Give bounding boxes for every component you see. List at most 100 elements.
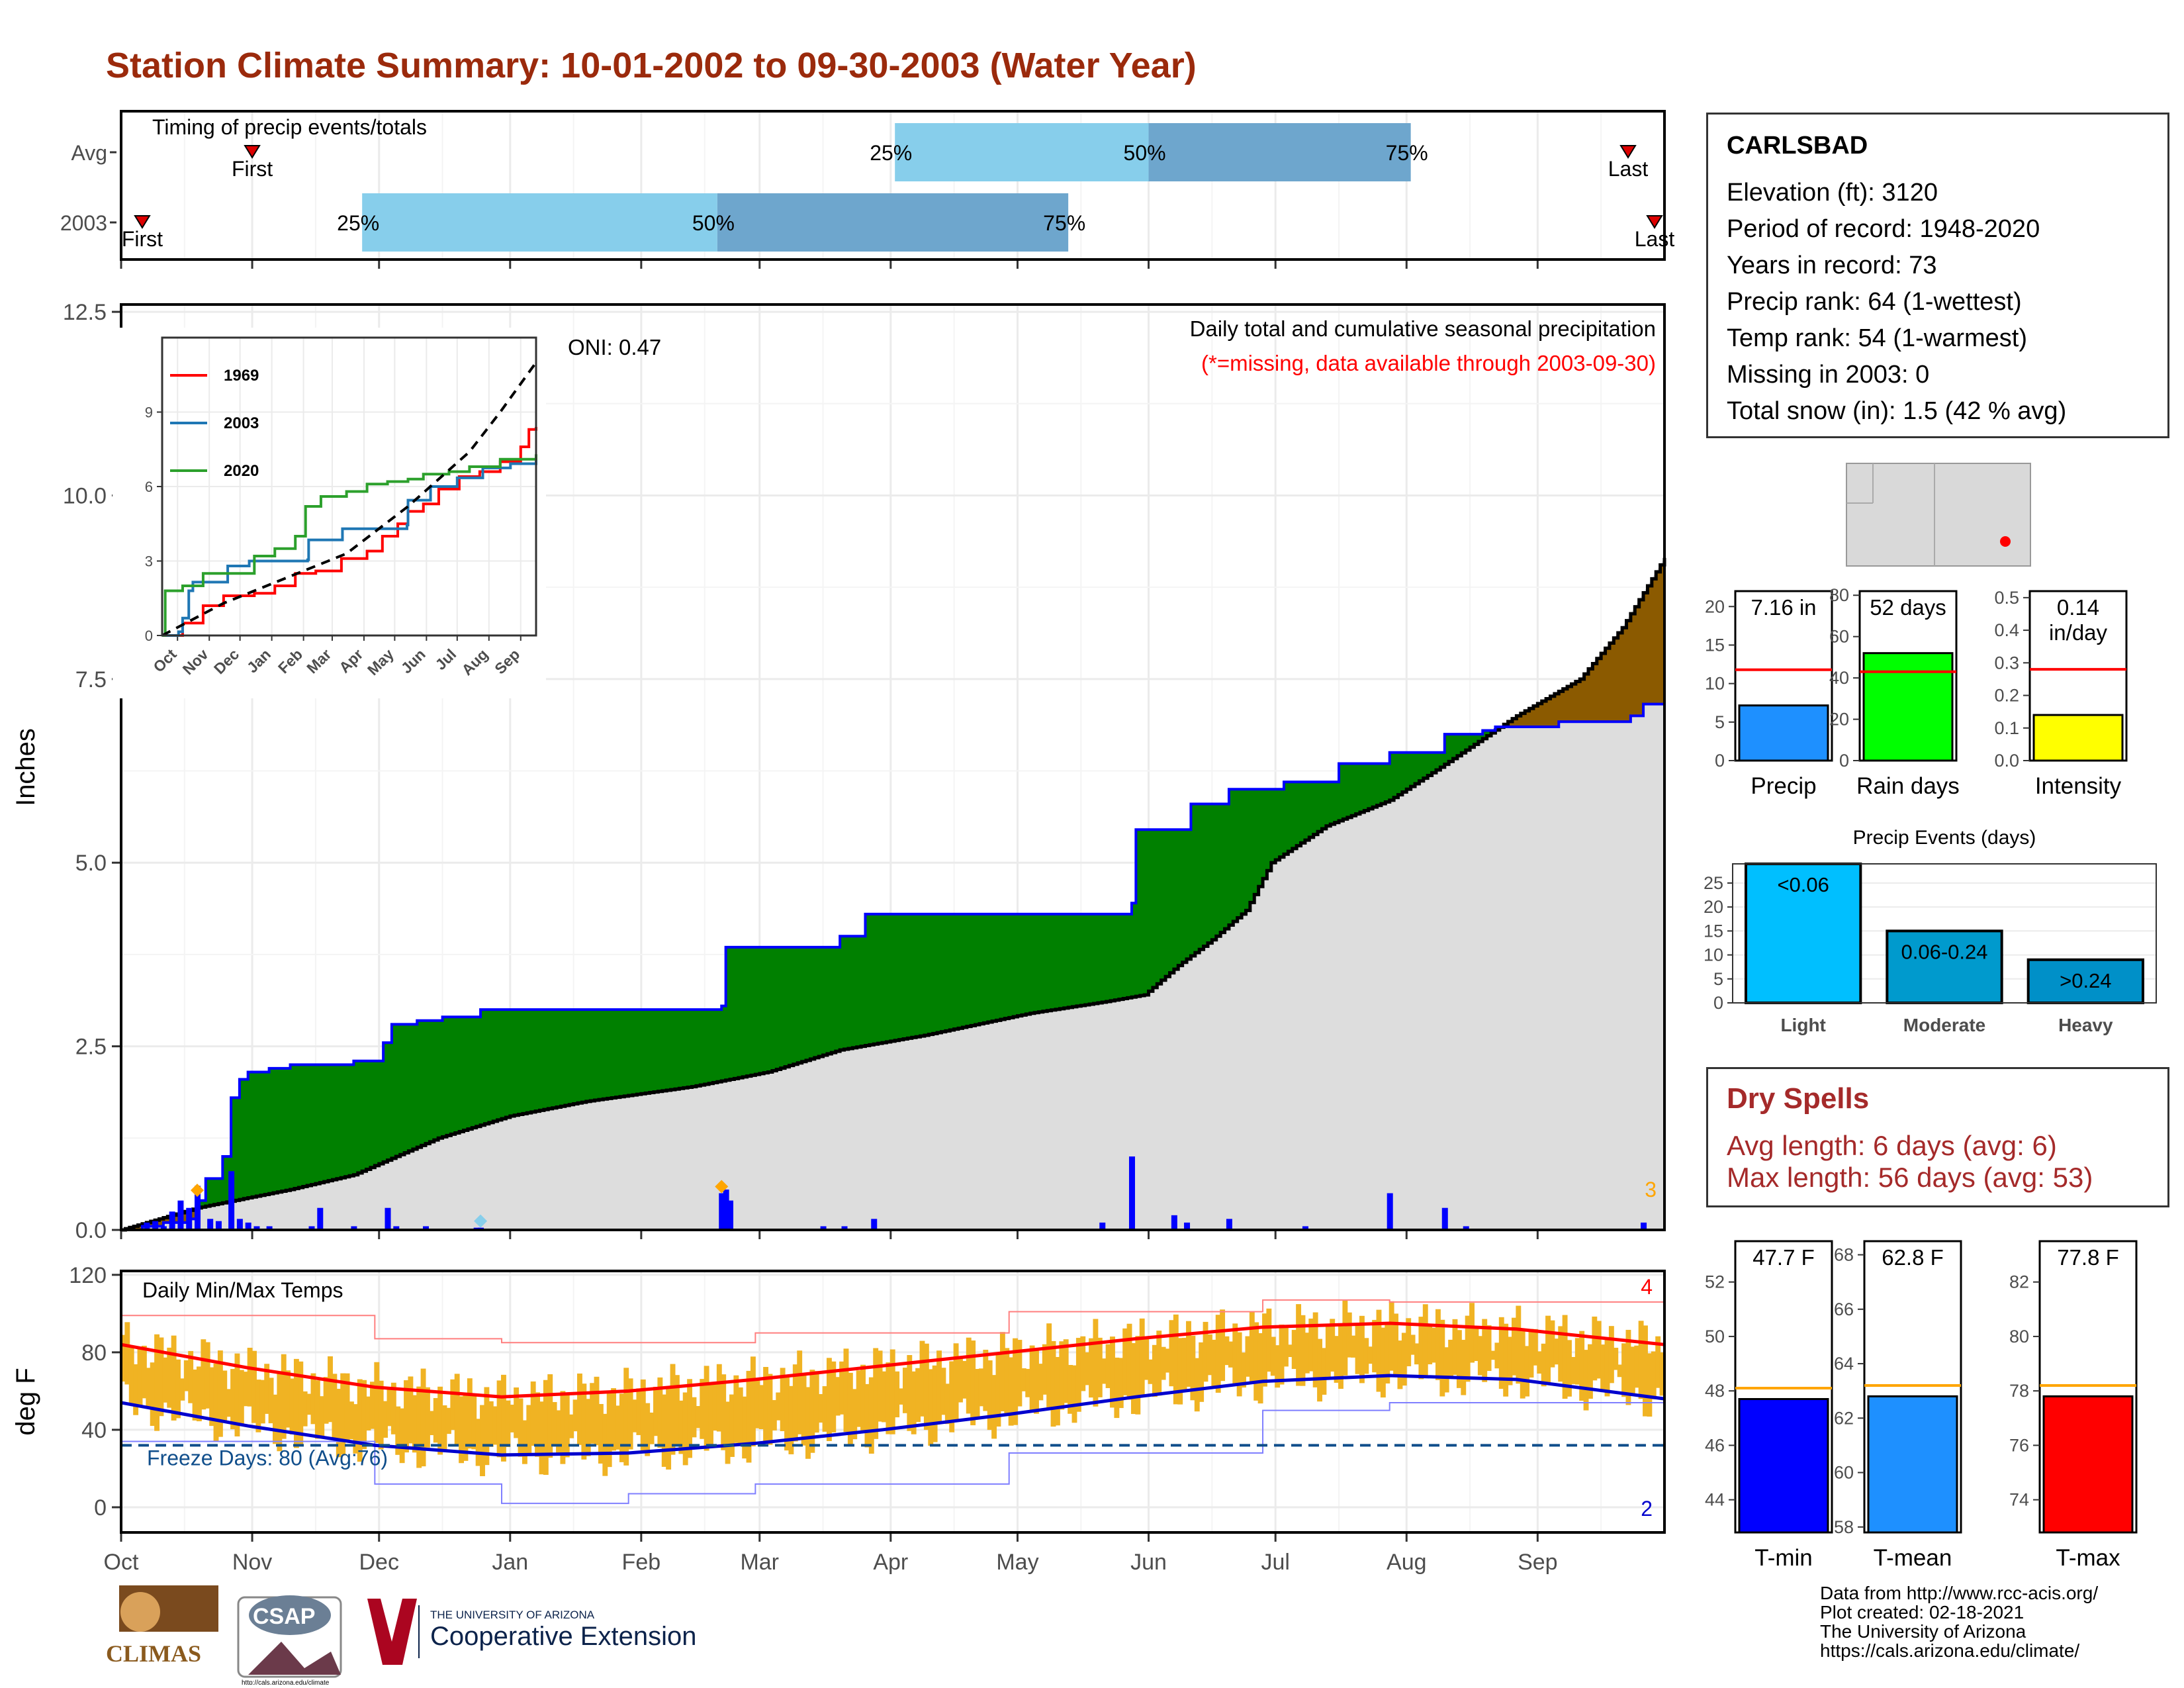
daily-temp-bar: [171, 1335, 177, 1421]
daily-temp-bar: [564, 1395, 570, 1458]
inset-legend-label: 2020: [224, 462, 259, 480]
avg-tmin-line: [120, 1374, 1665, 1457]
daily-temp-bar: [1249, 1311, 1255, 1384]
daily-precip-bar: [144, 1222, 150, 1230]
daily-temp-bar: [1427, 1325, 1433, 1365]
daily-temp-bar: [454, 1374, 460, 1446]
daily-temp-bar: [746, 1370, 752, 1463]
daily-temp-bar: [767, 1374, 773, 1445]
daily-temp-bar: [1549, 1320, 1555, 1368]
dry-spells-panel: Dry Spells Avg length: 6 days (avg: 6) M…: [1706, 1067, 2169, 1207]
events-ytick-label: 20: [1704, 897, 1723, 917]
daily-temp-bar: [1004, 1348, 1010, 1413]
daily-temp-bar: [712, 1384, 718, 1431]
temp-xtick-label: Jan: [492, 1550, 528, 1575]
daily-temp-bar: [273, 1394, 278, 1444]
daily-temp-bar: [547, 1374, 553, 1458]
daily-temp-bar: [1372, 1319, 1378, 1373]
daily-temp-bar: [1122, 1328, 1128, 1395]
oni-label: ONI: 0.47: [568, 335, 661, 359]
daily-precip-bar: [351, 1226, 357, 1230]
daily-temp-bar: [932, 1365, 938, 1442]
daily-temp-bar: [911, 1371, 917, 1434]
daily-temp-bar: [754, 1378, 760, 1429]
station-elevation: Elevation (ft): 3120: [1727, 179, 1938, 207]
daily-temp-bar: [268, 1378, 274, 1424]
daily-temp-bar: [412, 1395, 418, 1453]
daily-temp-bar: [120, 1335, 126, 1382]
events-title: Precip Events (days): [1853, 827, 2036, 849]
daily-temp-bar: [1291, 1330, 1297, 1369]
record-max-line: [121, 1299, 1665, 1344]
daily-temp-bar: [162, 1357, 168, 1403]
daily-temp-bar: [1406, 1318, 1412, 1366]
daily-temp-bar: [1038, 1364, 1044, 1401]
daily-temp-bar: [509, 1404, 515, 1432]
daily-temp-bar: [721, 1374, 727, 1450]
daily-temp-bar: [213, 1363, 219, 1442]
daily-precip-bar: [1171, 1215, 1177, 1230]
daily-temp-bar: [1071, 1365, 1077, 1423]
daily-temp-bar: [598, 1403, 604, 1464]
small-panel-ytick-label: 80: [2009, 1327, 2029, 1346]
daily-temp-bar: [238, 1370, 244, 1424]
daily-temp-bar: [1638, 1321, 1644, 1399]
daily-temp-bar: [1206, 1334, 1212, 1376]
daily-temp-bar: [1388, 1301, 1394, 1371]
daily-temp-bar: [408, 1376, 414, 1444]
precip-panel-border: [120, 303, 1666, 1231]
last-event-label: Last: [1608, 157, 1649, 181]
inset-line-average: [161, 361, 537, 637]
csap-mountain-icon: [248, 1642, 341, 1675]
daily-temp-bar: [1558, 1326, 1564, 1382]
daily-temp-bar: [328, 1356, 333, 1423]
precip-subtitle: (*=missing, data available through 2003-…: [1201, 351, 1656, 375]
daily-temp-bar: [369, 1382, 375, 1429]
daily-temp-bar: [1503, 1323, 1509, 1397]
daily-temp-bar: [167, 1347, 173, 1408]
small-panel-xlabel: Rain days: [1856, 773, 1960, 799]
daily-temp-bar: [936, 1350, 942, 1424]
timing-label-75: 75%: [1043, 211, 1085, 235]
daily-temp-bar: [1093, 1319, 1099, 1407]
daily-temp-bar: [771, 1400, 777, 1430]
small-panel-ytick-label: 78: [2009, 1381, 2029, 1401]
precip-ytick-label: 10.0: [63, 483, 107, 508]
daily-precip-bar: [195, 1186, 201, 1230]
daily-temp-bar: [1245, 1336, 1251, 1377]
daily-temp-bar: [572, 1399, 578, 1432]
daily-temp-bar: [1647, 1353, 1653, 1417]
small-panel-ytick-label: 44: [1705, 1490, 1725, 1510]
daily-temp-bar: [1135, 1336, 1141, 1415]
daily-temp-bar: [1473, 1326, 1479, 1362]
daily-temp-bar: [708, 1384, 713, 1445]
daily-temp-bar: [124, 1322, 130, 1385]
daily-temp-bar: [433, 1398, 439, 1443]
temp-xtick-label: Sep: [1518, 1550, 1558, 1575]
small-panel-value-label: 52 days: [1870, 595, 1946, 620]
daily-temp-bar: [522, 1420, 527, 1464]
csap-cloud-icon: [249, 1595, 331, 1635]
dry-spells-avg: Avg length: 6 days (avg: 6): [1727, 1130, 2057, 1161]
daily-precip-bar: [1387, 1193, 1393, 1230]
inset-ytick-label: 6: [145, 479, 153, 495]
timing-row-label: 2003: [60, 211, 107, 235]
daily-temp-bar: [1105, 1344, 1111, 1388]
timing-label-75: 75%: [1386, 141, 1428, 165]
small-panel-value-label: 62.8 F: [1882, 1245, 1944, 1270]
daily-temp-bar: [1651, 1351, 1657, 1399]
daily-temp-bar: [306, 1393, 312, 1415]
daily-temp-bar: [357, 1379, 363, 1462]
daily-temp-bar: [1236, 1332, 1242, 1397]
inset-line-2003: [162, 457, 537, 637]
daily-temp-bar: [1401, 1333, 1407, 1386]
daily-temp-bar: [488, 1401, 494, 1447]
daily-temp-bar: [805, 1387, 811, 1459]
daily-precip-bar: [228, 1171, 235, 1230]
daily-temp-bar: [970, 1340, 976, 1426]
dry-spells-max: Max length: 56 days (avg: 53): [1727, 1162, 2093, 1193]
daily-temp-bar: [150, 1362, 156, 1427]
daily-temp-bar: [1279, 1324, 1285, 1385]
daily-temp-bar: [1253, 1322, 1259, 1401]
daily-temp-bar: [230, 1369, 236, 1430]
